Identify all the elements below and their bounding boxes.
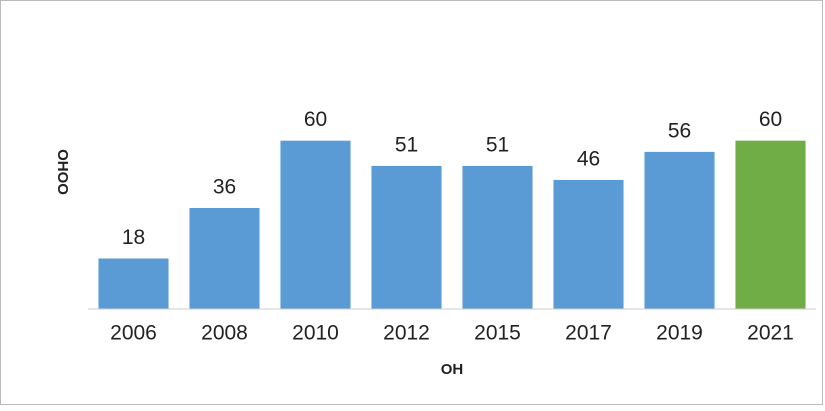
- x-tick-label: 2019: [656, 322, 703, 345]
- bar: [371, 165, 442, 309]
- value-label: 60: [759, 108, 782, 131]
- x-tick-label: 2006: [110, 322, 157, 345]
- bar: [98, 258, 169, 309]
- x-tick-label: 2008: [201, 322, 248, 345]
- bar: [735, 140, 806, 309]
- x-tick-label: 2010: [292, 322, 339, 345]
- value-label: 46: [577, 147, 600, 170]
- y-axis-label: OHOO: [54, 149, 71, 195]
- bar: [280, 140, 351, 309]
- x-tick-label: 2012: [383, 322, 430, 345]
- bar: [644, 151, 715, 309]
- bar: [462, 165, 533, 309]
- value-label: 56: [668, 119, 691, 142]
- value-label: 51: [395, 133, 418, 156]
- x-tick-label: 2021: [747, 322, 794, 345]
- value-label: 18: [122, 226, 145, 249]
- value-label: 51: [486, 133, 509, 156]
- value-label: 36: [213, 176, 236, 199]
- value-label: 60: [304, 108, 327, 131]
- x-tick-label: 2015: [474, 322, 521, 345]
- x-tick-label: 2017: [565, 322, 612, 345]
- x-axis-label: OH: [441, 361, 464, 378]
- bar: [553, 179, 624, 309]
- bar: [189, 208, 260, 309]
